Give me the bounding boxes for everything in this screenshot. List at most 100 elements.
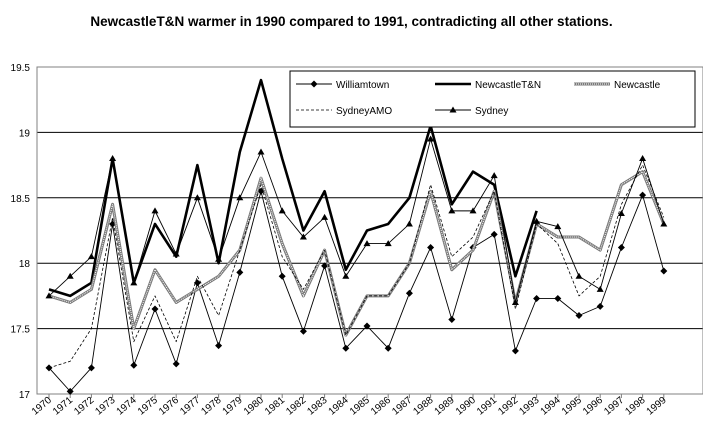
- series-sydneyamo: [48, 164, 665, 369]
- x-tick-label: 1988: [411, 395, 435, 418]
- y-tick-label: 19: [19, 128, 31, 139]
- x-tick-label: 1974: [115, 395, 139, 418]
- x-tick-label: 1987: [390, 395, 414, 418]
- data-point: [87, 253, 95, 260]
- data-point: [448, 207, 456, 214]
- data-point: [151, 305, 159, 313]
- data-point: [575, 272, 583, 279]
- legend-box: [289, 70, 696, 128]
- x-tick-label: 1977: [178, 395, 202, 418]
- x-tick-label: 1996: [581, 395, 605, 418]
- legend-item: Williamtown: [296, 80, 389, 91]
- data-point: [172, 360, 180, 368]
- x-tick-label: 1975: [136, 395, 160, 418]
- series-line: [48, 138, 665, 303]
- x-tick-label: 1973: [93, 395, 117, 418]
- x-tick-label: 1985: [348, 395, 372, 418]
- legend-label: Newcastle: [614, 80, 661, 91]
- x-tick-label: 1972: [72, 395, 96, 418]
- data-point: [193, 279, 201, 287]
- data-point: [172, 250, 180, 257]
- legend: Williamtown NewcastleT&N Newcastle SydneyAM…: [289, 70, 696, 128]
- x-tick-label: 1981: [263, 395, 287, 418]
- data-point: [342, 272, 350, 279]
- x-tick-label: 1997: [602, 395, 626, 418]
- x-tick-label: 1970: [30, 395, 54, 418]
- data-point: [469, 207, 477, 214]
- x-tick-label: 1993: [517, 395, 541, 418]
- legend-label: Williamtown: [336, 80, 389, 91]
- x-tick-label: 1979: [221, 395, 245, 418]
- data-point: [363, 322, 371, 330]
- data-point: [533, 295, 541, 303]
- data-point: [427, 244, 435, 252]
- data-point: [87, 364, 95, 372]
- legend-item: NewcastleT&N: [435, 80, 541, 91]
- data-point: [278, 207, 286, 214]
- data-point: [639, 155, 647, 162]
- x-tick-label: 1984: [327, 395, 351, 418]
- chart-title: NewcastleT&N warmer in 1990 compared to …: [90, 14, 613, 29]
- y-tick-label: 18.5: [11, 194, 31, 205]
- data-point: [490, 230, 498, 238]
- legend-label: Sydney: [475, 106, 508, 117]
- data-point: [130, 279, 138, 286]
- data-point: [299, 327, 307, 335]
- x-tick-label: 1986: [369, 395, 393, 418]
- data-point: [448, 315, 456, 323]
- data-point: [660, 220, 668, 227]
- data-point: [575, 312, 583, 320]
- data-point: [109, 155, 117, 162]
- series-line: [48, 170, 666, 337]
- data-point: [151, 207, 159, 214]
- y-tick-label: 19.5: [11, 63, 31, 74]
- data-point: [511, 347, 519, 355]
- x-tick-label: 1982: [284, 395, 308, 418]
- data-point: [193, 194, 201, 201]
- data-point: [384, 344, 392, 352]
- data-point: [45, 292, 53, 299]
- y-tick-label: 17.5: [11, 325, 31, 336]
- data-point: [215, 342, 223, 350]
- data-point: [405, 289, 413, 297]
- x-tick-label: 1980: [242, 395, 266, 418]
- series-newcastle: [48, 170, 666, 337]
- data-point: [236, 194, 244, 201]
- series-williamtown: [45, 187, 668, 395]
- x-tick-label: 1992: [496, 395, 520, 418]
- legend-marker: [449, 106, 457, 113]
- legend-label: SydneyAMO: [336, 106, 392, 117]
- data-point: [66, 387, 74, 395]
- data-point: [596, 285, 604, 292]
- data-point: [130, 361, 138, 369]
- y-tick-label: 18: [19, 259, 31, 270]
- data-point: [363, 240, 371, 247]
- data-point: [299, 233, 307, 240]
- data-point: [617, 209, 625, 216]
- plot-area-frame: [36, 66, 703, 395]
- x-tick-label: 1990: [454, 395, 478, 418]
- y-axis: 17 17.5 18 18.5 19 19.5: [11, 63, 31, 401]
- legend-item: Newcastle: [574, 80, 661, 91]
- data-point: [278, 272, 286, 280]
- x-tick-label: 1989: [433, 395, 457, 418]
- legend-label: NewcastleT&N: [475, 80, 541, 91]
- data-point: [596, 302, 604, 310]
- series-line: [48, 164, 665, 369]
- series-sydney: [45, 135, 668, 305]
- series-layer: [45, 78, 668, 395]
- x-tick-label: 1978: [199, 395, 223, 418]
- y-tick-label: 17: [19, 390, 31, 401]
- data-point: [342, 344, 350, 352]
- x-tick-label: 1971: [51, 395, 75, 418]
- x-tick-label: 1998: [623, 395, 647, 418]
- legend-item: Sydney: [435, 106, 508, 117]
- x-tick-label: 1991: [475, 395, 499, 418]
- data-point: [215, 255, 223, 262]
- x-tick-label: 1976: [157, 395, 181, 418]
- legend-item: SydneyAMO: [296, 106, 392, 117]
- data-point: [617, 244, 625, 252]
- series-line: [48, 190, 665, 392]
- data-point: [321, 262, 329, 270]
